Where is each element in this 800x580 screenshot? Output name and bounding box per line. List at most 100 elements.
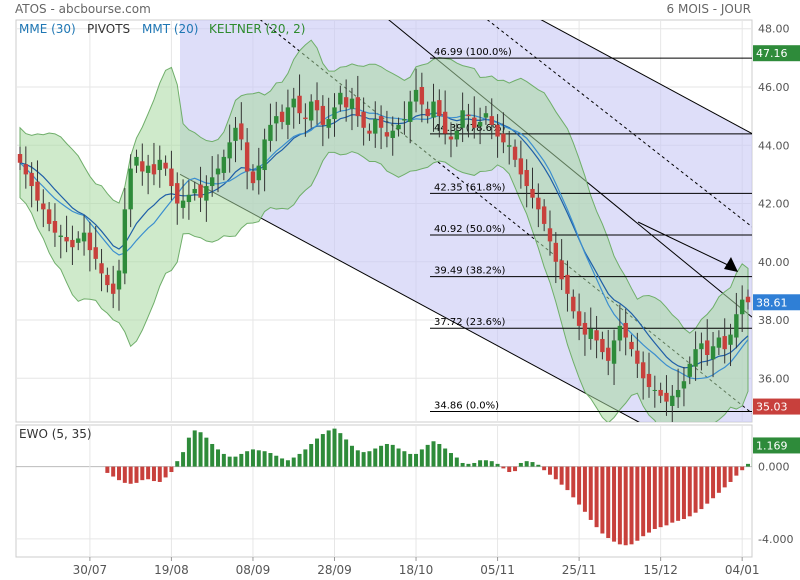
x-tick-label: 05/11 (480, 563, 515, 577)
x-tick-label: 28/09 (317, 563, 352, 577)
ewo-bar (658, 466, 663, 528)
ewo-bar (536, 464, 541, 467)
candle-body (472, 117, 477, 128)
ewo-bar (507, 466, 512, 473)
candle-body (541, 206, 547, 224)
candle-body (617, 325, 623, 341)
ewo-bar (384, 443, 389, 467)
ewo-bar (617, 466, 622, 545)
ewo-bar (431, 441, 436, 467)
ewo-bar (396, 448, 401, 467)
candle-body (675, 389, 681, 398)
candle-body (402, 119, 407, 121)
arrow-shaft (637, 221, 731, 267)
ewo-bar (641, 466, 646, 537)
ewo-bar (646, 466, 651, 533)
legend-ema[interactable]: MME (30) (19, 22, 76, 36)
fib-label: 44.39 (78.6%) (434, 123, 505, 134)
keltner-top-value: 47.16 (756, 47, 788, 60)
candle-body (145, 165, 151, 173)
ewo-bar (239, 453, 244, 467)
candle-body (76, 238, 81, 243)
y-tick-label: 48.00 (758, 23, 790, 36)
ewo-bar (716, 466, 721, 493)
arrow-head (724, 257, 738, 272)
ewo-bar (227, 456, 232, 467)
ewo-bar (175, 461, 180, 467)
candle-body (140, 161, 145, 172)
ewo-bar (315, 438, 320, 467)
legend-keltner[interactable]: KELTNER (20, 2) (209, 22, 305, 36)
fib-label: 40.92 (50.0%) (434, 224, 505, 235)
candle-body (303, 117, 308, 120)
ewo-bar (693, 466, 698, 513)
ewo-bar (553, 466, 558, 480)
ewo-bar (245, 451, 250, 467)
ewo-bar (489, 461, 494, 467)
candle-body (705, 340, 710, 355)
ewo-bar (582, 466, 587, 512)
ewo-bar (588, 466, 593, 520)
ewo-bar (594, 466, 599, 528)
ewo-bar (262, 451, 267, 467)
legend-pivots[interactable]: PIVOTS (87, 22, 130, 36)
ewo-tick-label: 0.000 (758, 461, 790, 474)
ewo-histogram (105, 428, 752, 546)
ewo-bar (204, 437, 209, 467)
candle-body (320, 105, 326, 125)
candle-body (512, 146, 518, 160)
ewo-bar (291, 457, 296, 467)
candle-body (699, 343, 704, 350)
ewo-bar (111, 466, 116, 477)
candle-body (629, 341, 634, 350)
y-tick-label: 36.00 (758, 372, 790, 385)
ewo-bar (122, 466, 127, 483)
ewo-bar (216, 449, 221, 467)
candle-body (722, 336, 727, 350)
x-tick-label: 08/09 (236, 563, 271, 577)
candle-body (431, 101, 436, 118)
candle-body (29, 172, 34, 187)
mme-line (19, 112, 749, 369)
ewo-bar (134, 466, 139, 483)
candle-body (349, 98, 355, 109)
ewo-bar (338, 433, 343, 467)
y-tick-label: 42.00 (758, 198, 790, 211)
candle-body (606, 347, 611, 361)
ewo-bar (501, 466, 506, 469)
candle-body (198, 184, 203, 198)
ewo-bar (408, 453, 413, 467)
candle-body (600, 338, 605, 353)
ewo-bar (163, 466, 168, 478)
indicator-legend: MME (30) PIVOTS MMT (20) KELTNER (20, 2) (19, 22, 305, 36)
candle-body (23, 164, 29, 175)
candle-body (81, 232, 87, 242)
y-tick-label: 44.00 (758, 139, 790, 152)
ewo-bar (157, 466, 162, 482)
candle-body (192, 188, 197, 194)
candle-body (594, 330, 599, 341)
ewo-bar (705, 466, 710, 504)
ewo-bar (192, 430, 197, 467)
ewo-bar (687, 466, 692, 517)
candle-body (256, 165, 261, 181)
candle-body (460, 110, 465, 128)
ewo-bar (390, 444, 395, 467)
ewo-bar (530, 462, 535, 467)
x-tick-label: 30/07 (73, 563, 108, 577)
candlesticks (17, 68, 751, 422)
legend-mmt[interactable]: MMT (20) (142, 22, 198, 36)
candle-body (588, 328, 593, 339)
ewo-bar (612, 466, 617, 542)
ewo-bar (478, 460, 483, 467)
ewo-bar (676, 466, 681, 521)
fib-label: 46.99 (100.0%) (434, 47, 512, 58)
ewo-bar (355, 450, 360, 467)
ewo-bar (373, 448, 378, 467)
ewo-bar (198, 432, 203, 467)
candle-body (454, 130, 459, 140)
ewo-bar (303, 449, 308, 467)
ewo-axis: 0.000 -4.000 1.169 (753, 437, 800, 546)
y-tick-label: 38.00 (758, 314, 790, 327)
